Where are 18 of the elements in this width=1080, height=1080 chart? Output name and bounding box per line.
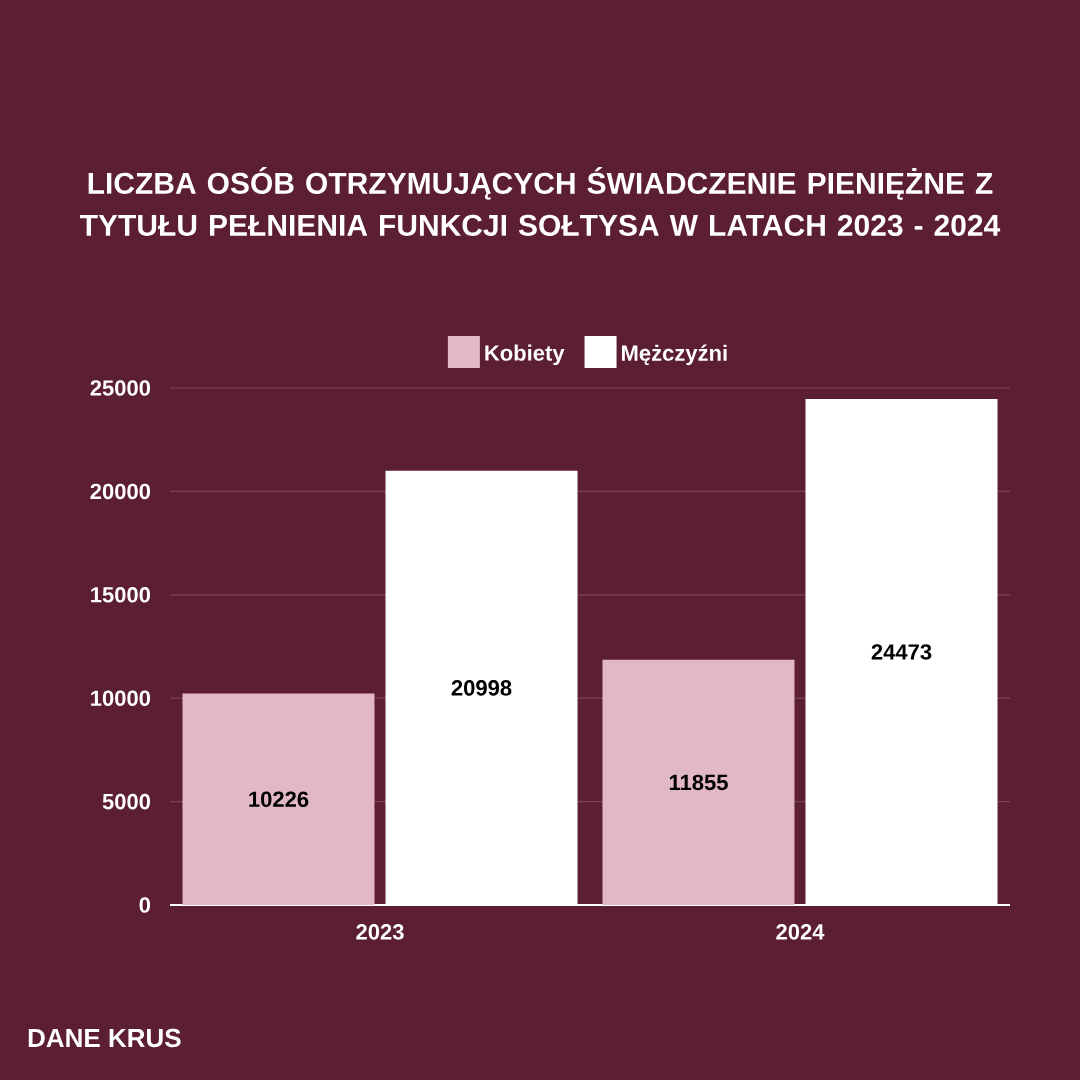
x-tick-label: 2023 <box>356 924 404 940</box>
y-tick-label: 0 <box>139 897 151 913</box>
data-label: 20998 <box>451 680 512 696</box>
y-tick-label: 20000 <box>90 483 151 500</box>
legend-label: Mężczyźni <box>622 344 727 366</box>
bar <box>182 693 375 905</box>
data-label: 11855 <box>669 774 728 791</box>
y-tick-label: 5000 <box>102 793 151 810</box>
y-tick-label: 25000 <box>90 380 151 396</box>
y-tick-label: 15000 <box>91 587 151 603</box>
text: DANE KRUS <box>28 1028 181 1048</box>
data-label: 10226 <box>249 791 309 808</box>
chart-title: LICZBA OSÓB OTRZYMUJĄCYCH ŚWIADCZENIE PIENIĘŻNE Z TYTUŁU PEŁNIENIA FUNKCJI SOŁTYSA W LATACH 2023 - 2024 <box>80 167 1001 236</box>
x-tick-label: 2024 <box>776 924 825 940</box>
data-label: 24473 <box>871 644 932 660</box>
bar <box>602 659 795 905</box>
y-tick-label: 10000 <box>91 690 151 706</box>
legend-label: Kobiety <box>485 344 565 366</box>
